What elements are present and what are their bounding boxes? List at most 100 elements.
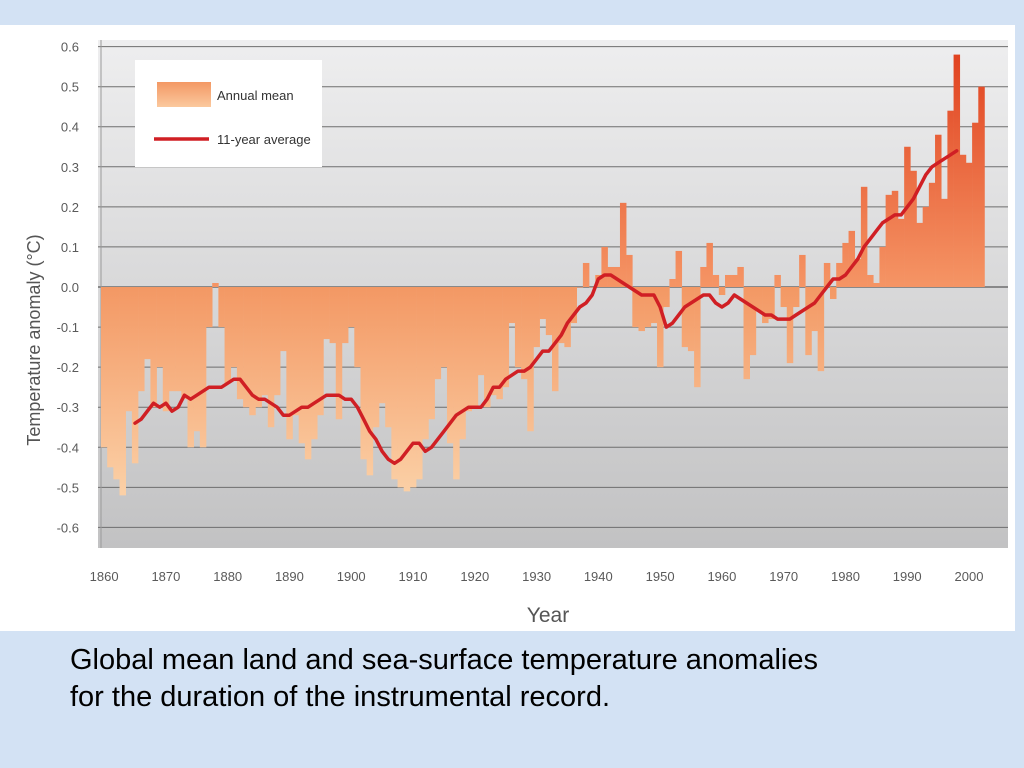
bar-1918 xyxy=(459,287,466,440)
bar-2001 xyxy=(972,122,979,288)
legend: Annual mean 11-year average xyxy=(135,60,322,167)
bar-1929 xyxy=(527,287,534,432)
bar-1866 xyxy=(138,287,145,392)
bar-1936 xyxy=(570,287,578,324)
bar-1953 xyxy=(675,250,683,287)
bar-1868 xyxy=(150,287,157,408)
bar-1867 xyxy=(144,287,151,360)
bar-1916 xyxy=(446,287,454,444)
bar-1979 xyxy=(836,262,843,287)
bar-1928 xyxy=(521,287,528,380)
x-tick-label: 1870 xyxy=(151,569,180,584)
bar-1990 xyxy=(904,146,911,287)
bar-1957 xyxy=(700,266,707,287)
bar-1960 xyxy=(718,287,726,296)
bar-1955 xyxy=(687,287,695,352)
legend-label-11-year-average: 11-year average xyxy=(217,132,311,147)
x-axis-title: Year xyxy=(527,604,569,627)
bar-1962 xyxy=(731,274,738,287)
bar-1987 xyxy=(885,194,893,287)
bar-1878 xyxy=(212,282,219,287)
y-tick-label: -0.3 xyxy=(57,400,79,415)
bar-1989 xyxy=(897,218,905,287)
bar-1888 xyxy=(273,287,281,396)
bar-1970 xyxy=(780,287,788,308)
x-tick-label: 1970 xyxy=(769,569,798,584)
bar-1922 xyxy=(484,287,491,408)
x-tick-label: 1920 xyxy=(460,569,489,584)
eleven-year-average-line-group xyxy=(133,149,959,466)
bar-1950 xyxy=(657,287,664,368)
bar-1885 xyxy=(255,287,262,408)
bar-1981 xyxy=(848,230,856,287)
bar-1926 xyxy=(508,287,516,324)
bar-1886 xyxy=(261,287,269,396)
bar-1993 xyxy=(922,206,930,287)
bar-1941 xyxy=(601,246,608,287)
bar-2000 xyxy=(965,162,973,287)
y-tick-label: 0.0 xyxy=(61,280,79,295)
bar-1887 xyxy=(267,287,275,428)
bar-1912 xyxy=(422,287,429,440)
chart-panel: 0.6 0.5 0.4 0.3 0.2 0.1 0.0 -0.1 -0.2 -0.3 -0.4 -0.… xyxy=(0,25,1015,631)
bar-1914 xyxy=(434,287,442,380)
y-tick-labels: 0.6 0.5 0.4 0.3 0.2 0.1 0.0 -0.1 -0.2 -0.3 -0.4 -0.… xyxy=(57,40,79,536)
bar-1946 xyxy=(632,287,639,328)
eleven-year-average-line xyxy=(133,149,959,466)
caption-line-2: for the duration of the instrumental rec… xyxy=(70,681,611,713)
x-tick-label: 1880 xyxy=(213,569,242,584)
bar-1883 xyxy=(243,287,250,408)
bar-1967 xyxy=(762,287,769,324)
bar-1900 xyxy=(348,287,355,328)
bar-1961 xyxy=(724,274,732,287)
y-tick-label: 0.6 xyxy=(61,40,79,55)
legend-swatch-annual-mean xyxy=(157,82,211,107)
bar-1907 xyxy=(391,287,398,480)
bar-1988 xyxy=(891,190,899,287)
bar-1952 xyxy=(669,278,676,287)
bar-1982 xyxy=(854,258,862,287)
bar-1994 xyxy=(928,182,936,287)
bar-1976 xyxy=(817,287,825,372)
bar-1884 xyxy=(249,287,256,416)
bar-1869 xyxy=(156,287,164,368)
bar-1903 xyxy=(366,287,374,476)
bar-1947 xyxy=(638,287,645,332)
bar-1860 xyxy=(101,287,108,448)
bar-1927 xyxy=(514,287,522,368)
bar-1939 xyxy=(589,287,596,288)
bar-1904 xyxy=(372,287,380,428)
y-tick-label: -0.6 xyxy=(57,520,79,535)
bar-1983 xyxy=(860,186,868,287)
bar-1910 xyxy=(409,287,417,488)
bar-1973 xyxy=(799,254,806,287)
bar-1862 xyxy=(113,287,120,480)
bar-1895 xyxy=(317,287,324,416)
bar-1864 xyxy=(125,287,133,412)
bar-1969 xyxy=(774,274,781,287)
slide-caption: Global mean land and sea-surface tempera… xyxy=(70,642,1000,716)
bar-1959 xyxy=(712,274,720,287)
x-tick-label: 1910 xyxy=(399,569,428,584)
bar-1891 xyxy=(292,287,299,416)
bar-1919 xyxy=(465,287,472,412)
bar-1906 xyxy=(385,287,392,428)
bar-1951 xyxy=(663,287,670,308)
bar-1966 xyxy=(755,287,763,312)
bar-1865 xyxy=(131,287,139,464)
bar-1905 xyxy=(379,287,386,404)
bar-1933 xyxy=(552,287,559,392)
x-tick-label: 1860 xyxy=(90,569,119,584)
bar-1975 xyxy=(811,287,818,332)
bar-1931 xyxy=(539,287,547,320)
bar-1932 xyxy=(545,287,553,336)
bar-1874 xyxy=(187,287,194,448)
bar-1998 xyxy=(953,54,961,288)
bar-1986 xyxy=(879,246,886,287)
x-tick-labels: 1860 1870 1880 1890 1900 1910 1920 1930 1940 1950… xyxy=(90,569,984,584)
bar-1871 xyxy=(168,287,176,392)
bar-1880 xyxy=(224,287,232,384)
bar-1984 xyxy=(867,274,874,287)
annual-mean-bars xyxy=(101,54,985,496)
bar-1863 xyxy=(119,287,127,496)
